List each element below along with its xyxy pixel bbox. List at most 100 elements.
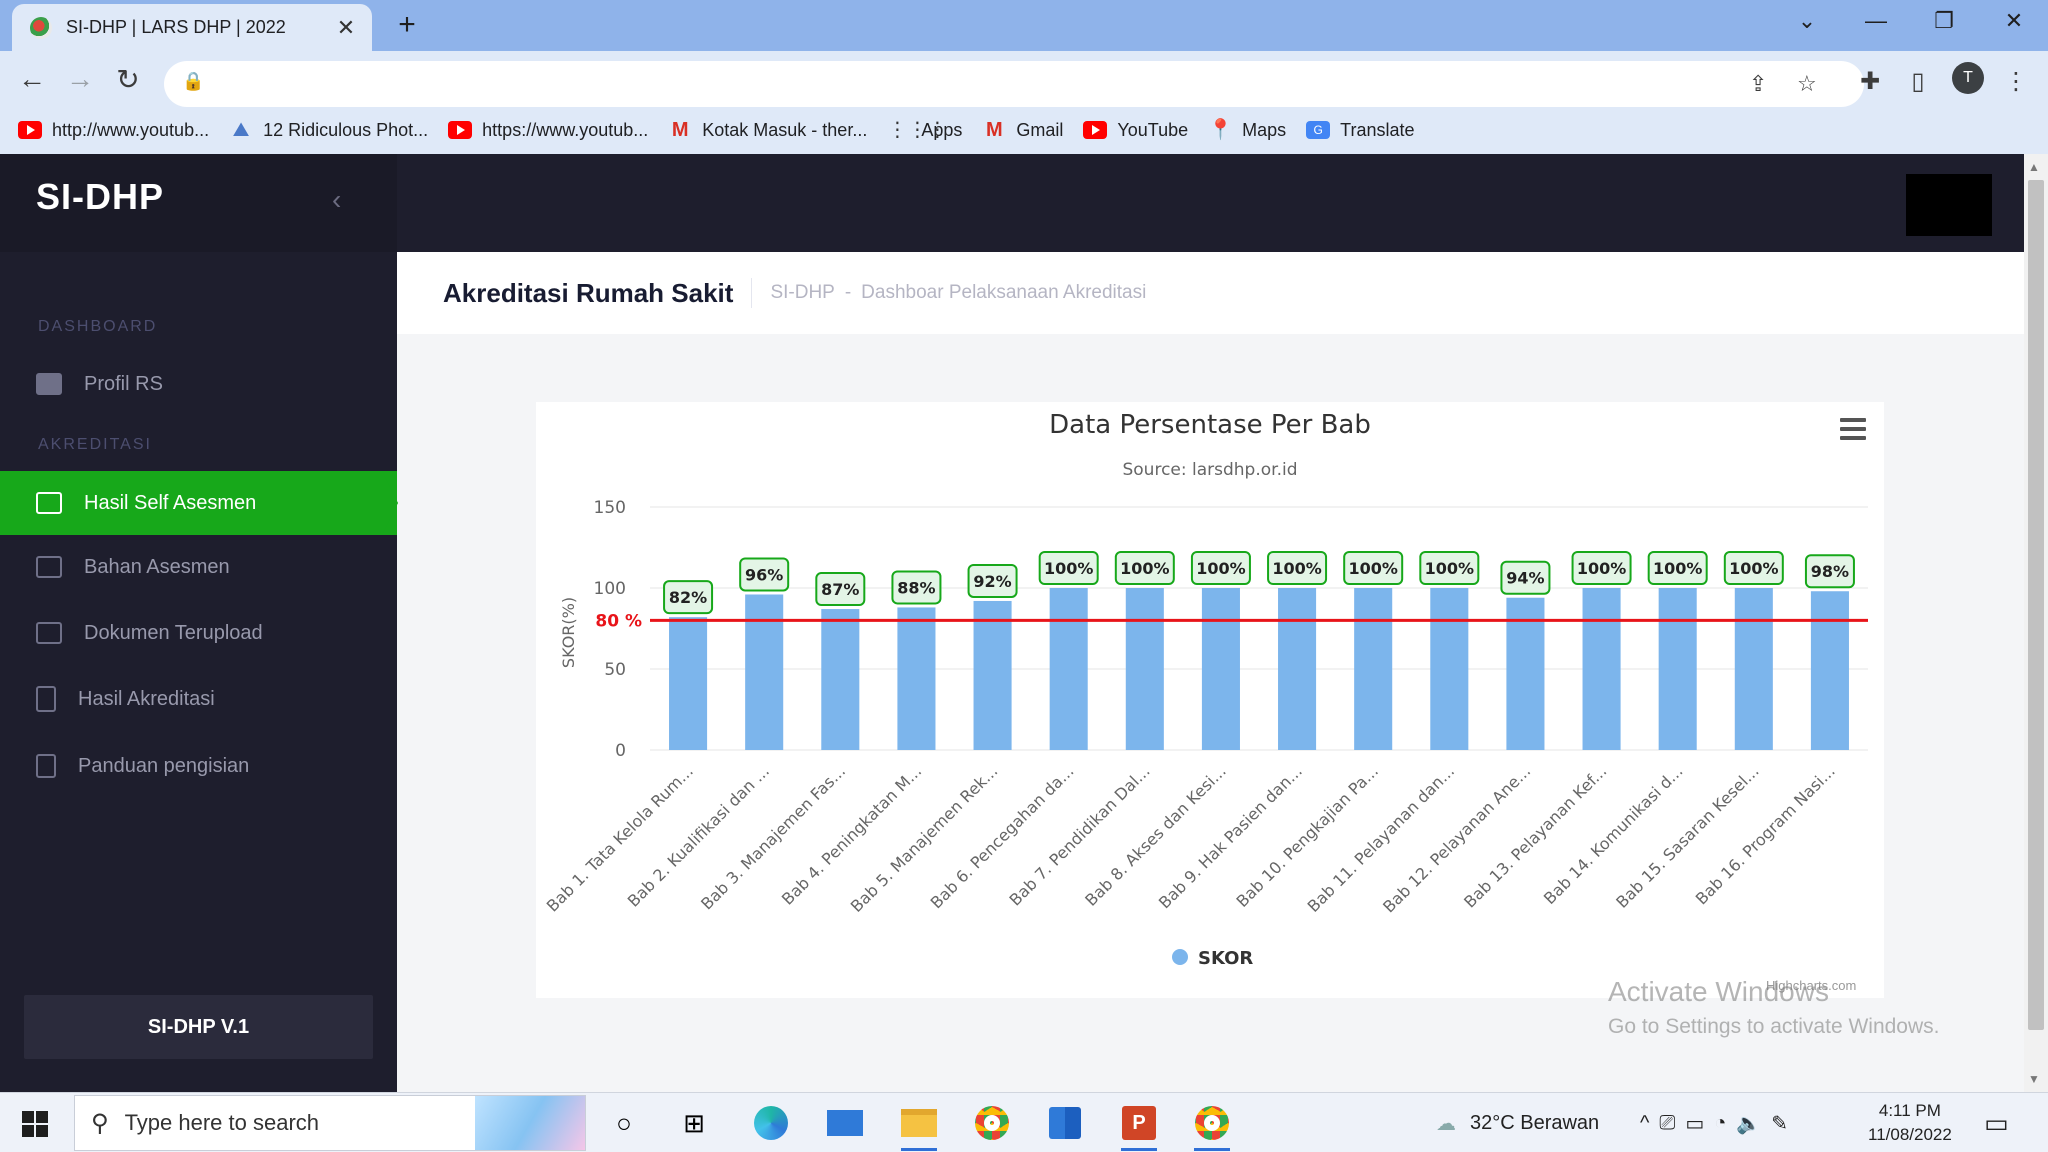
- bookmark-item[interactable]: https://www.youtub...: [448, 120, 648, 141]
- chrome-profile-icon[interactable]: [1190, 1101, 1234, 1151]
- bar: [1354, 588, 1393, 750]
- sidebar-item-label: Panduan pengisian: [78, 754, 250, 777]
- data-label: 88%: [897, 578, 935, 597]
- restore-button[interactable]: ❐: [1934, 8, 1954, 33]
- browser-tab[interactable]: SI-DHP | LARS DHP | 2022 ✕: [12, 4, 372, 51]
- file-explorer-icon[interactable]: [897, 1101, 941, 1151]
- bookmark-star-icon[interactable]: ☆: [1797, 71, 1817, 96]
- bookmark-item[interactable]: M Gmail: [982, 120, 1063, 141]
- mail-icon[interactable]: [823, 1101, 867, 1145]
- photo-icon: ⛰: [232, 119, 250, 141]
- tab-title: SI-DHP | LARS DHP | 2022: [66, 17, 286, 37]
- close-window-button[interactable]: ✕: [2004, 8, 2024, 33]
- weather-widget[interactable]: ☁ 32°C Berawan: [1436, 1093, 1599, 1152]
- chart-card: Data Persentase Per Bab Source: larsdhp.…: [536, 402, 1884, 998]
- data-label: 92%: [973, 572, 1011, 591]
- pen-icon[interactable]: ✎: [1771, 1112, 1799, 1135]
- chrome-icon[interactable]: [970, 1101, 1014, 1145]
- x-tick-label: Bab 2. Kualifikasi dan ...: [624, 761, 773, 910]
- weather-text: 32°C Berawan: [1470, 1111, 1600, 1134]
- data-label-box: [739, 557, 790, 592]
- data-label-box: [1190, 551, 1251, 585]
- taskbar-clock[interactable]: 4:11 PM 11/08/2022: [1868, 1099, 1952, 1147]
- bar: [1278, 588, 1317, 750]
- back-icon[interactable]: ←: [18, 63, 46, 94]
- edge-icon[interactable]: [749, 1101, 793, 1145]
- battery-icon[interactable]: ▭: [1685, 1112, 1715, 1135]
- reload-icon[interactable]: ↻: [116, 64, 140, 95]
- x-tick-label: Bab 16. Program Nasi...: [1692, 761, 1839, 908]
- bookmark-item[interactable]: YouTube: [1083, 120, 1188, 141]
- data-label: 100%: [1425, 559, 1474, 578]
- breadcrumb-separator: -: [844, 282, 852, 303]
- y-axis-title: SKOR(%): [559, 597, 578, 668]
- data-label: 94%: [1506, 569, 1544, 588]
- bookmark-item[interactable]: http://www.youtub...: [18, 120, 209, 141]
- cortana-icon[interactable]: ○: [616, 1107, 632, 1138]
- page-scrollbar[interactable]: ▲ ▼: [2024, 154, 2048, 1092]
- share-icon[interactable]: ⇪: [1749, 71, 1768, 96]
- window-icon: [36, 622, 62, 644]
- notification-icon[interactable]: ▭: [1984, 1107, 2009, 1138]
- data-label-box: [1500, 560, 1551, 595]
- forward-icon[interactable]: →: [66, 63, 94, 94]
- windows-start-icon[interactable]: [22, 1111, 48, 1137]
- data-label: 96%: [745, 565, 783, 584]
- bookmark-item[interactable]: G Translate: [1306, 120, 1415, 141]
- sidebar-item-hasil-akreditasi[interactable]: Hasil Akreditasi: [0, 667, 397, 731]
- close-tab-icon[interactable]: ✕: [336, 14, 356, 40]
- sidebar-item-dokumen-terupload[interactable]: Dokumen Terupload: [0, 601, 397, 665]
- minimize-button[interactable]: —: [1865, 8, 1887, 33]
- activation-watermark-title: Activate Windows: [1608, 976, 1829, 1007]
- edit-icon: [36, 556, 62, 578]
- sidebar-item-hasil-self-asesmen[interactable]: Hasil Self Asesmen: [0, 471, 397, 535]
- chart-credits[interactable]: Highcharts.com: [1766, 978, 1857, 993]
- sidebar-item-profil-rs[interactable]: Profil RS: [0, 352, 397, 416]
- new-tab-button[interactable]: +: [398, 8, 416, 41]
- profile-avatar[interactable]: T: [1952, 62, 1984, 94]
- address-bar[interactable]: 🔒 ⇪ ☆: [164, 61, 1864, 107]
- y-tick-label: 0: [615, 741, 626, 761]
- extensions-icon[interactable]: ✚: [1859, 68, 1881, 95]
- x-tick-label: Bab 1. Tata Kelola Rum...: [543, 761, 697, 915]
- x-tick-label: Bab 9. Hak Pasien dan...: [1155, 761, 1306, 912]
- taskbar-search-input[interactable]: ⚲ Type here to search: [74, 1095, 586, 1151]
- bar: [1506, 597, 1545, 750]
- data-label: 100%: [1577, 559, 1626, 578]
- apps-icon: ⋮⋮⋮: [887, 119, 948, 141]
- search-highlight-art: [475, 1096, 585, 1150]
- bar: [1125, 588, 1164, 750]
- bookmark-item[interactable]: M Kotak Masuk - ther...: [668, 120, 867, 141]
- bar: [897, 607, 936, 750]
- menu-kebab-icon[interactable]: ⋮: [2004, 68, 2028, 95]
- side-panel-icon[interactable]: ▯: [1911, 68, 1925, 95]
- bookmark-item[interactable]: ⛰ 12 Ridiculous Phot...: [229, 119, 429, 141]
- system-tray-icons[interactable]: ^ ⎚ ▭ ◔ 🔈 ✎: [1640, 1093, 1798, 1152]
- volume-icon[interactable]: 🔈: [1736, 1112, 1772, 1135]
- bar: [1201, 588, 1240, 750]
- chevron-up-icon[interactable]: ^: [1640, 1111, 1660, 1134]
- collapse-sidebar-icon[interactable]: ‹: [332, 184, 342, 215]
- meet-icon[interactable]: ⎚: [1659, 1111, 1686, 1134]
- data-label-box: [1804, 554, 1855, 589]
- powerpoint-icon[interactable]: P: [1117, 1101, 1161, 1151]
- brand-logo[interactable]: SI-DHP: [36, 176, 165, 217]
- app-topbar: [397, 154, 2024, 252]
- scroll-up-icon[interactable]: ▲: [2028, 160, 2040, 174]
- sidebar-item-label: Dokumen Terupload: [84, 621, 263, 644]
- bookmark-item[interactable]: ⋮⋮⋮ Apps: [887, 119, 963, 141]
- sidebar-item-bahan-asesmen[interactable]: Bahan Asesmen: [0, 535, 397, 599]
- wifi-icon[interactable]: ◔: [1714, 1111, 1737, 1134]
- bookmark-item[interactable]: 📍 Maps: [1208, 119, 1287, 141]
- user-avatar[interactable]: [1906, 174, 1992, 236]
- threshold-label: 80 %: [595, 611, 642, 631]
- scroll-down-icon[interactable]: ▼: [2028, 1072, 2040, 1086]
- task-view-icon[interactable]: ⊞: [683, 1107, 705, 1138]
- store-icon[interactable]: [1043, 1101, 1087, 1145]
- sidebar-item-panduan-pengisian[interactable]: Panduan pengisian: [0, 734, 397, 798]
- breadcrumb-current[interactable]: Dashboar Pelaksanaan Akreditasi: [861, 282, 1147, 303]
- chart-menu-icon[interactable]: [1840, 418, 1866, 440]
- tab-search-icon[interactable]: ⌄: [1797, 8, 1817, 33]
- breadcrumb-home[interactable]: SI-DHP: [770, 282, 835, 303]
- scrollbar-thumb[interactable]: [2028, 180, 2044, 1030]
